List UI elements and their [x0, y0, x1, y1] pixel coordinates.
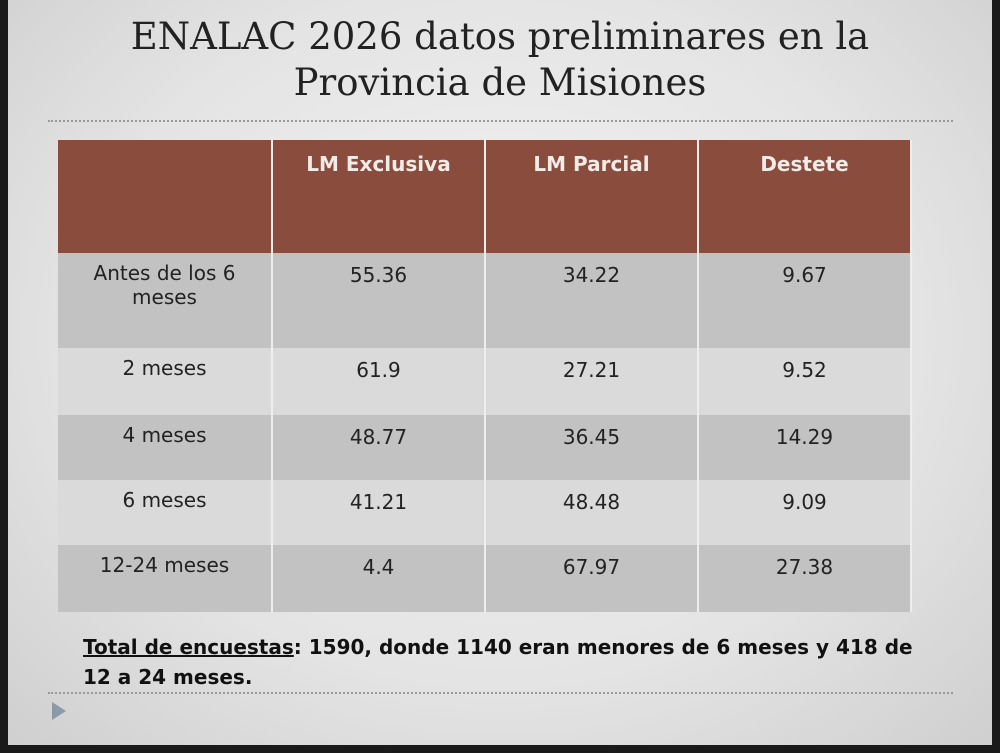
- cell: 34.22: [485, 253, 699, 348]
- footer-text: : 1590, donde 1140 eran menores de 6 mes…: [83, 635, 913, 689]
- cell: 14.29: [698, 415, 912, 480]
- row-label: 4 meses: [58, 415, 273, 480]
- cell: 61.9: [272, 348, 486, 415]
- slide-title: ENALAC 2026 datos preliminares en la Pro…: [130, 15, 870, 104]
- table-row: 4 meses 48.77 36.45 14.29: [58, 415, 912, 480]
- cell: 36.45: [485, 415, 699, 480]
- cell: 67.97: [485, 545, 699, 612]
- data-table: LM Exclusiva LM Parcial Destete Antes de l…: [58, 140, 912, 612]
- column-header: Destete: [698, 140, 912, 253]
- cell: 9.52: [698, 348, 912, 415]
- cell: 41.21: [272, 480, 486, 545]
- table-row: 2 meses 61.9 27.21 9.52: [58, 348, 912, 415]
- nav-arrow: [52, 702, 66, 720]
- row-label: 12-24 meses: [58, 545, 273, 612]
- column-header: LM Exclusiva: [272, 140, 486, 253]
- cell: 48.77: [272, 415, 486, 480]
- cell: 55.36: [272, 253, 486, 348]
- divider: [48, 120, 953, 122]
- header-row: LM Exclusiva LM Parcial Destete: [58, 140, 912, 253]
- footer-note: Total de encuestas: 1590, donde 1140 era…: [83, 632, 923, 692]
- slide: ENALAC 2026 datos preliminares en la Pro…: [8, 0, 992, 745]
- footer-label: Total de encuestas: [83, 635, 294, 659]
- table-row: Antes de los 6 meses 55.36 34.22 9.67: [58, 253, 912, 348]
- cell: 4.4: [272, 545, 486, 612]
- row-label: Antes de los 6 meses: [58, 253, 273, 348]
- cell: 27.38: [698, 545, 912, 612]
- table-row: 12-24 meses 4.4 67.97 27.38: [58, 545, 912, 612]
- cell: 9.09: [698, 480, 912, 545]
- column-header: LM Parcial: [485, 140, 699, 253]
- cell: 48.48: [485, 480, 699, 545]
- row-label: 2 meses: [58, 348, 273, 415]
- cell: 9.67: [698, 253, 912, 348]
- corner-cell: [58, 140, 273, 253]
- cell: 27.21: [485, 348, 699, 415]
- divider: [48, 692, 953, 694]
- row-label: 6 meses: [58, 480, 273, 545]
- table-row: 6 meses 41.21 48.48 9.09: [58, 480, 912, 545]
